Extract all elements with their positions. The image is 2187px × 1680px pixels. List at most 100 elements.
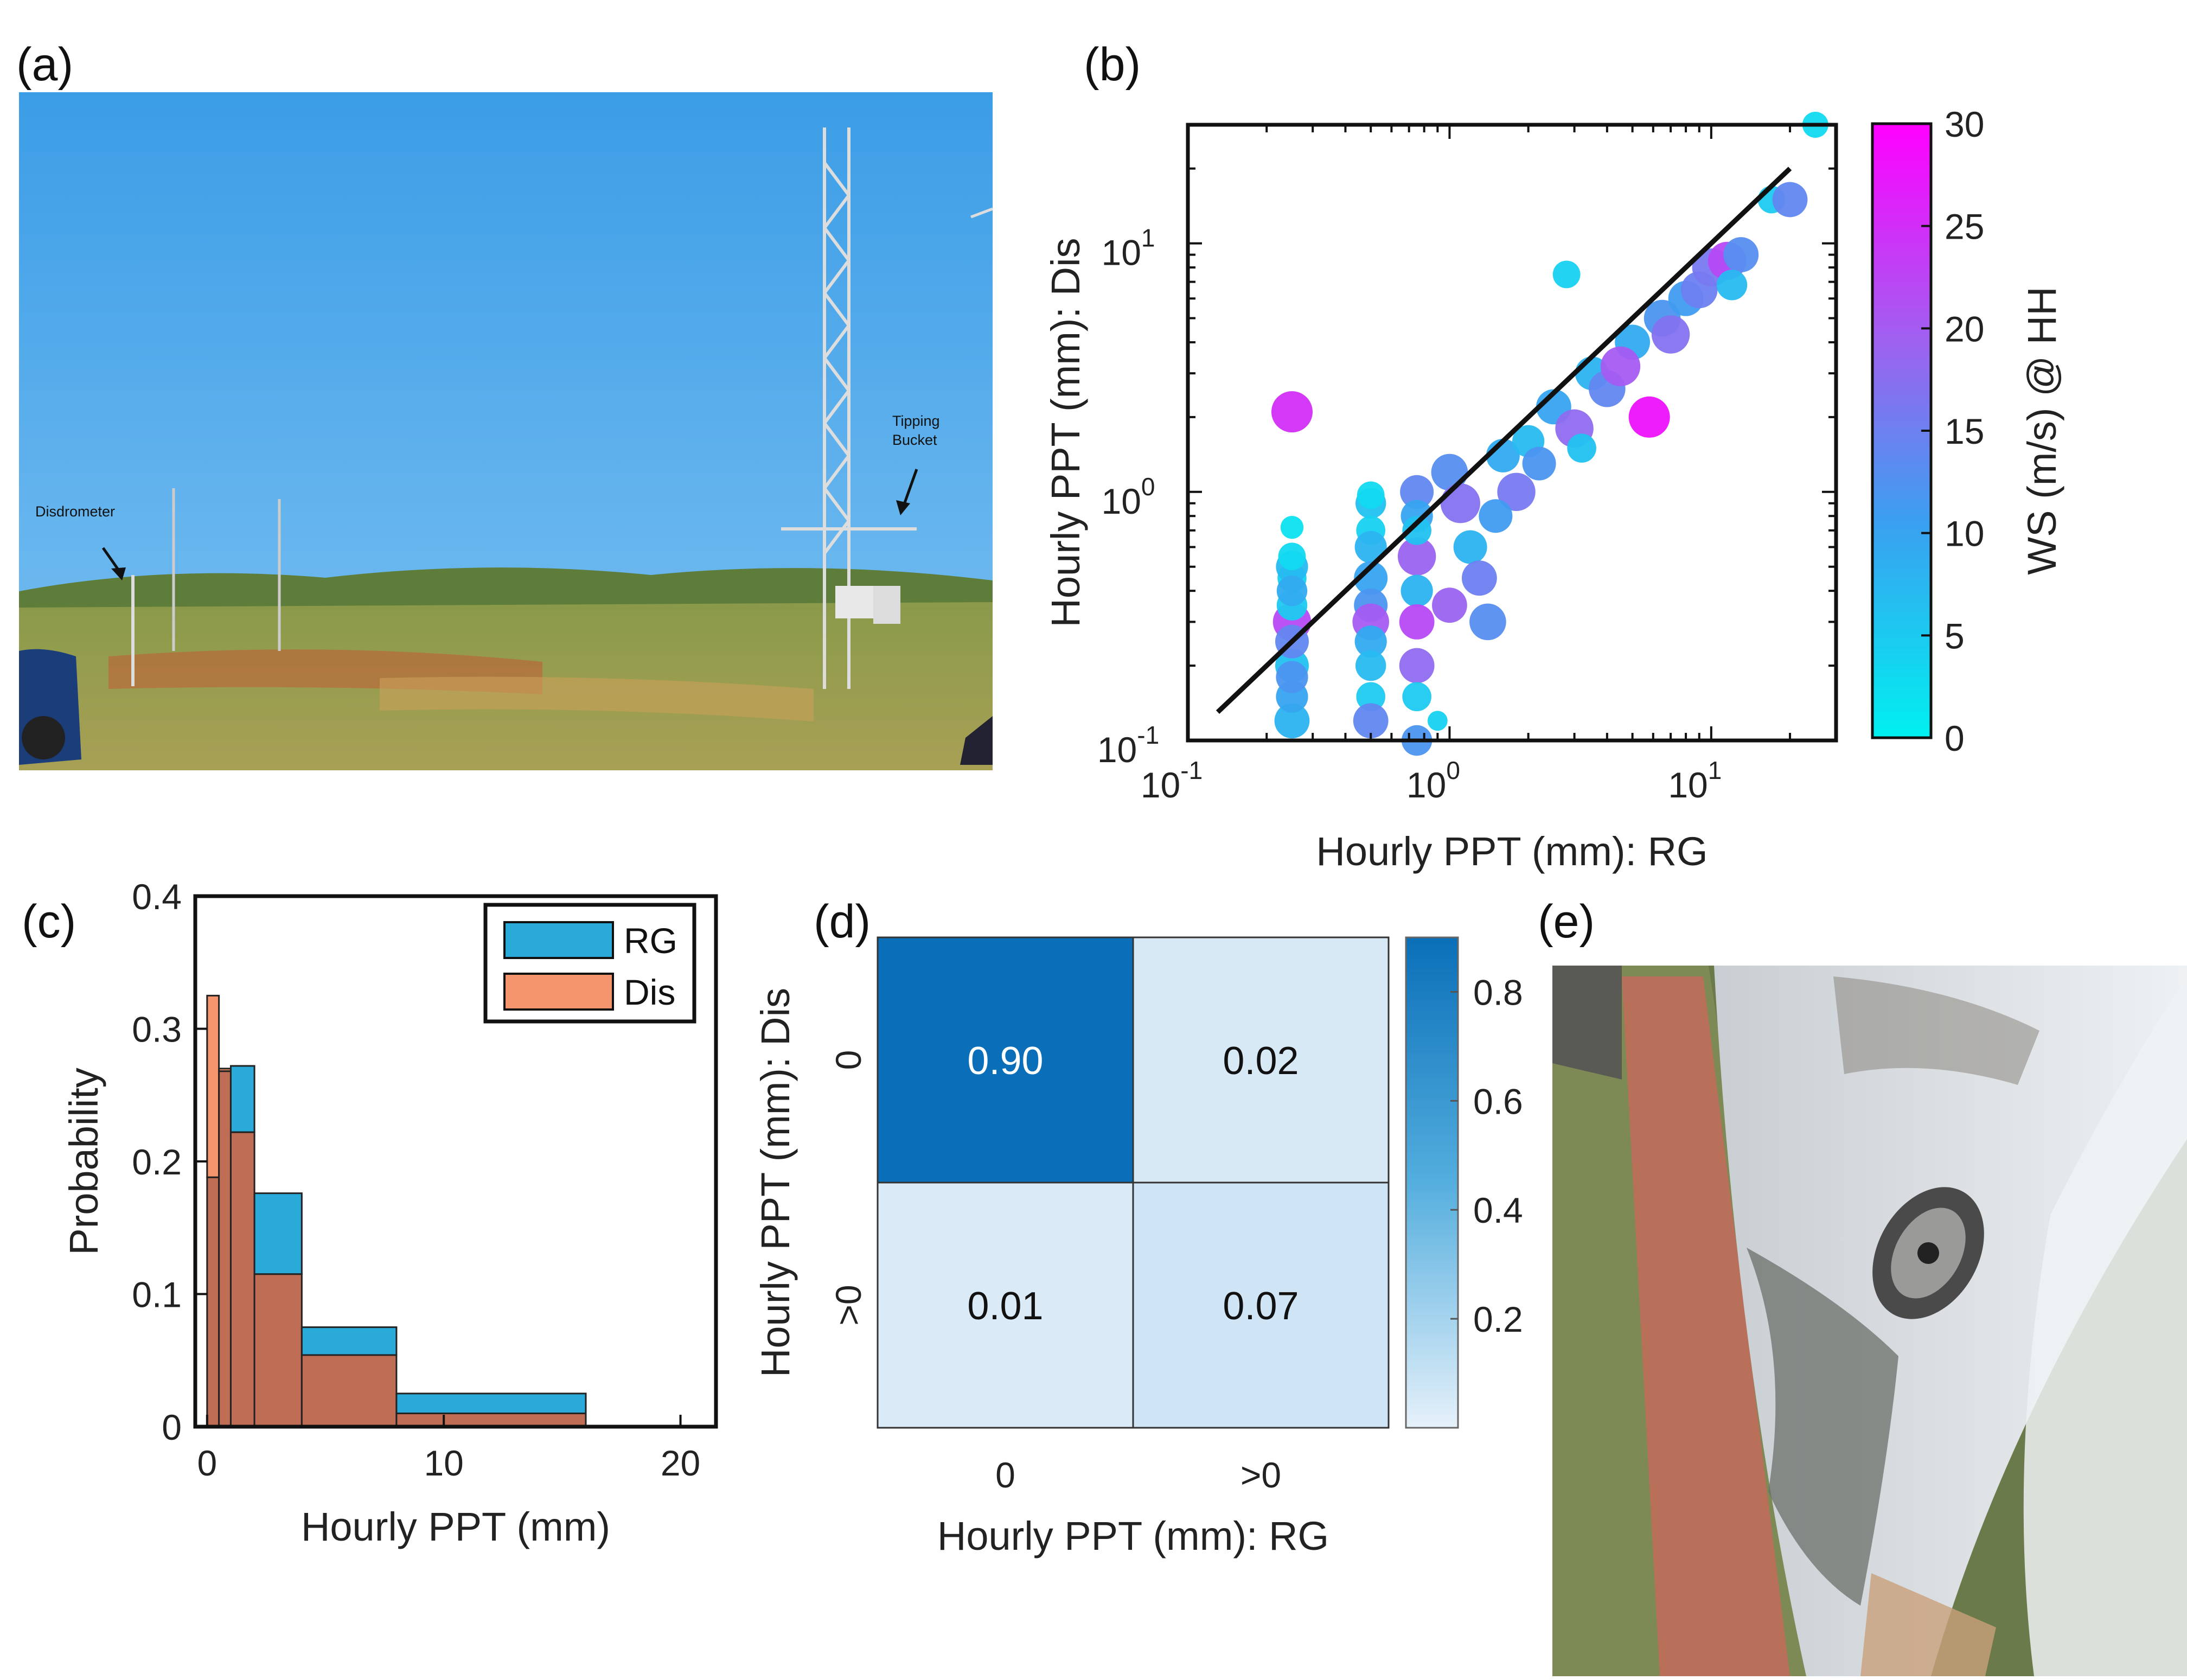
b-cbar-tick-label: 20 bbox=[1945, 309, 1984, 349]
d-cbar-tick-label: 0.4 bbox=[1473, 1190, 1523, 1230]
c-legend: RG Dis bbox=[483, 903, 696, 1024]
scatter-point bbox=[1399, 648, 1435, 684]
scatter-point bbox=[1552, 260, 1581, 289]
bar-overlap bbox=[300, 1354, 398, 1428]
d-ylabel: Hourly PPT (mm): Dis bbox=[753, 988, 798, 1377]
photo-field-site: Disdrometer Tipping Bucket bbox=[19, 92, 993, 770]
scatter-point bbox=[1357, 481, 1385, 509]
bar-overlap bbox=[395, 1413, 587, 1428]
b-xtick-label: 101 bbox=[1668, 756, 1722, 805]
scatter-point bbox=[1356, 682, 1385, 712]
c-ytick-label: 0 bbox=[162, 1407, 182, 1447]
d-cbar-tick-label: 0.6 bbox=[1473, 1081, 1523, 1121]
bar-overlap bbox=[206, 1176, 220, 1428]
scatter-point bbox=[1401, 574, 1433, 607]
heatmap-d: 0.90 0.02 0.01 0.07 0 >0 0 >0 Hourly PPT (mm):… bbox=[753, 936, 1523, 1558]
d-ytick-label: >0 bbox=[828, 1285, 868, 1325]
histogram-c: 0 10 20 0 0.1 0.2 0.3 0.4 Hourly PPT (mm) Proba… bbox=[61, 877, 718, 1549]
d-ytick-label: 0 bbox=[828, 1050, 868, 1070]
annotation-tipping: Tipping bbox=[892, 413, 940, 429]
legend-label-rg: RG bbox=[624, 921, 677, 961]
c-ytick-label: 0.4 bbox=[132, 877, 182, 917]
heatmap-cell bbox=[1132, 936, 1390, 1184]
one-to-one-line bbox=[1216, 167, 1792, 714]
panel-label-c: (c) bbox=[22, 896, 76, 948]
scatter-point bbox=[1397, 537, 1436, 576]
heatmap-cell bbox=[877, 1181, 1134, 1429]
annotation-disdrometer: Disdrometer bbox=[35, 503, 115, 520]
scatter-point bbox=[1469, 603, 1506, 641]
scatter-point bbox=[1479, 499, 1513, 533]
panel-label-b: (b) bbox=[1084, 39, 1141, 91]
scatter-point bbox=[1567, 433, 1596, 463]
bar-rg bbox=[300, 1326, 398, 1356]
c-ytick-label: 0.3 bbox=[132, 1010, 182, 1050]
legend-swatch-rg bbox=[503, 921, 614, 959]
scatter-point bbox=[1402, 515, 1431, 545]
heatmap-cell-label: 0.90 bbox=[967, 1039, 1043, 1083]
c-ylabel: Probability bbox=[61, 1068, 106, 1255]
annotation-bucket: Bucket bbox=[892, 432, 937, 448]
c-ytick-label: 0.2 bbox=[132, 1142, 182, 1182]
b-cbar-tick-label: 10 bbox=[1945, 514, 1984, 554]
scatter-point bbox=[1276, 575, 1308, 606]
scatter-point bbox=[1354, 625, 1387, 658]
c-ytick-label: 0.1 bbox=[132, 1275, 182, 1315]
d-cbar-tick-label: 0.8 bbox=[1473, 972, 1523, 1012]
scatter-point bbox=[1400, 475, 1434, 509]
scatter-point bbox=[1522, 446, 1556, 481]
b-xtick-label: 100 bbox=[1406, 756, 1460, 805]
panel-label-e: (e) bbox=[1538, 896, 1595, 948]
scatter-point bbox=[1399, 604, 1435, 640]
scatter-point bbox=[1427, 711, 1448, 731]
scatter-point bbox=[1453, 530, 1487, 564]
c-xtick-label: 10 bbox=[424, 1443, 463, 1483]
scatter-point bbox=[1271, 391, 1313, 433]
b-ytick-label: 100 bbox=[1101, 472, 1155, 521]
legend-swatch-dis bbox=[503, 973, 614, 1011]
scatter-point bbox=[1600, 346, 1641, 386]
b-ytick-label: 101 bbox=[1101, 224, 1155, 273]
b-cbar-tick-label: 15 bbox=[1945, 411, 1984, 451]
b-xtick-label: 10-1 bbox=[1141, 756, 1203, 805]
d-cbar-tick-label: 0.2 bbox=[1473, 1299, 1523, 1339]
scatter-point bbox=[1402, 682, 1431, 712]
b-cbar-tick-label: 25 bbox=[1945, 207, 1984, 247]
bar-rg bbox=[395, 1392, 587, 1415]
heatmap-cell-label: 0.07 bbox=[1223, 1285, 1299, 1328]
heatmap-cell-label: 0.01 bbox=[967, 1285, 1043, 1328]
b-ylabel: Hourly PPT (mm): Dis bbox=[1043, 238, 1088, 627]
heatmap-cell bbox=[877, 936, 1134, 1184]
bar-overlap bbox=[253, 1273, 303, 1428]
scatter-point bbox=[1278, 542, 1306, 571]
panel-label-a: (a) bbox=[16, 39, 73, 91]
legend-label-dis: Dis bbox=[624, 972, 675, 1012]
d-xtick-label: >0 bbox=[1240, 1455, 1281, 1495]
scatter-point bbox=[1461, 560, 1497, 596]
b-colorbar-label: WS (m/s) @ HH bbox=[2019, 286, 2064, 574]
b-cbar-tick-label: 0 bbox=[1945, 718, 1965, 758]
c-xtick-label: 0 bbox=[197, 1443, 217, 1483]
scatter-point bbox=[1716, 270, 1748, 301]
b-xlabel: Hourly PPT (mm): RG bbox=[1316, 829, 1708, 874]
scatter-point bbox=[1280, 515, 1304, 539]
scatter-point bbox=[1772, 182, 1808, 218]
bar-rg bbox=[253, 1192, 303, 1275]
heatmap-cell-label: 0.02 bbox=[1223, 1039, 1299, 1083]
scatter-point bbox=[1497, 472, 1536, 512]
panel-label-d: (d) bbox=[814, 896, 871, 948]
heatmap-cell bbox=[1132, 1181, 1390, 1429]
d-xlabel: Hourly PPT (mm): RG bbox=[937, 1513, 1329, 1558]
scatter-point bbox=[1432, 587, 1467, 623]
photo-blade-damage bbox=[1552, 966, 2187, 1676]
bar-overlap bbox=[218, 1070, 232, 1428]
bar-dis bbox=[206, 994, 220, 1178]
bar-overlap bbox=[229, 1131, 255, 1428]
scatter-point bbox=[1440, 483, 1480, 523]
d-colorbar bbox=[1405, 936, 1459, 1429]
c-xlabel: Hourly PPT (mm) bbox=[301, 1504, 610, 1549]
scatter-point bbox=[1354, 531, 1387, 564]
scatter-point bbox=[1276, 661, 1308, 693]
